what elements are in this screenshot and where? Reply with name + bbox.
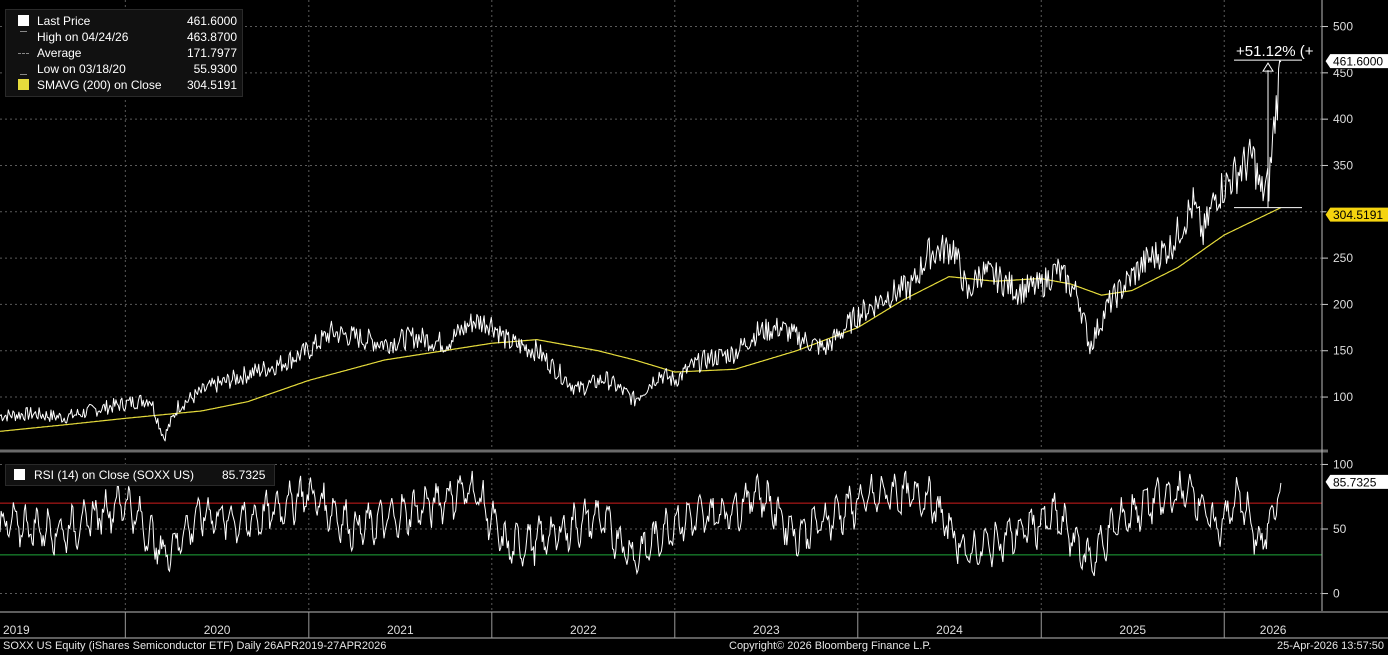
x-tick-label: 2026 [1260,623,1287,637]
yellow-square-icon [18,79,29,90]
last-price-tag-text: 461.6000 [1333,55,1383,69]
rsi-reference-lines [0,502,1322,556]
smavg-tag-bg [1324,206,1388,223]
price-series [0,60,1282,442]
white-square-icon [18,15,29,26]
footer-copyright: Copyright© 2026 Bloomberg Finance L.P. [729,640,932,652]
price-line [0,60,1282,442]
rsi-y-tick-label: 0 [1333,587,1340,601]
price-y-tick-label: 100 [1333,390,1353,404]
legend-row-smavg: SMAVG (200) on Close 304.5191 [6,77,242,93]
x-tick-label: 2022 [570,623,597,637]
annotation-arrow-head [1262,62,1274,72]
price-y-tick-label: 200 [1333,297,1353,311]
legend-label: Average [37,46,82,60]
rsi-tag-bg [1324,473,1388,490]
average-marker-icon [18,53,29,54]
x-tick-label: 2023 [753,623,780,637]
annotation-text: +51.12% (+ [1236,43,1314,60]
percent-change-annotation: +51.12% (+ [1234,43,1314,209]
rsi-y-tick-label: 100 [1333,457,1353,471]
price-y-tick-label: 150 [1333,344,1353,358]
footer-security-description: SOXX US Equity (iShares Semiconductor ET… [3,640,387,652]
price-y-tick-label: 400 [1333,112,1353,126]
legend-value: 461.6000 [186,14,237,28]
legend-row-average: Average 171.7977 [6,45,242,61]
price-y-tick-label: 450 [1333,66,1353,80]
legend-row-last-price: Last Price 461.6000 [6,13,242,29]
smavg-tag-text: 304.5191 [1333,208,1383,222]
high-marker-icon [20,31,27,43]
rsi-legend-value: 85.7325 [222,468,266,482]
low-marker-icon [20,63,27,75]
legend-label: Low on 03/18/20 [37,62,126,76]
x-tick-label: 2025 [1119,623,1146,637]
price-y-tick-label: 250 [1333,251,1353,265]
price-y-tick-label: 350 [1333,158,1353,172]
x-tick-label: 2024 [936,623,963,637]
white-square-icon [14,469,25,480]
legend-row-high: High on 04/24/26 463.8700 [6,29,242,45]
rsi-tag-text: 85.7325 [1333,475,1377,489]
rsi-legend-label: RSI (14) on Close (SOXX US) [34,468,195,482]
x-tick-label: 2020 [204,623,231,637]
x-tick-label: 2019 [3,623,30,637]
price-y-tick-label: 500 [1333,20,1353,34]
price-gridlines [0,0,1322,448]
rsi-series [0,470,1282,577]
legend-label: High on 04/24/26 [37,30,129,44]
legend-label: Last Price [37,14,91,28]
axes: 1001502002503003504004505000501002019202… [0,0,1388,639]
legend-value: 171.7977 [186,46,237,60]
last-price-tag-bg [1324,53,1388,70]
legend-value: 55.9300 [193,62,237,76]
legend-label: SMAVG (200) on Close [37,78,162,92]
rsi-y-tick-label: 50 [1333,522,1347,536]
rsi-line [0,470,1282,577]
legend-value: 463.8700 [186,30,237,44]
legend-value: 304.5191 [186,78,237,92]
x-tick-label: 2021 [387,623,414,637]
value-tags: 461.6000 304.5191 85.7325 [1324,53,1388,490]
rsi-legend: RSI (14) on Close (SOXX US) 85.7325 [5,464,275,486]
price-legend: Last Price 461.6000 High on 04/24/26 463… [5,9,243,97]
footer-timestamp: 25-Apr-2026 13:57:50 [1276,640,1384,652]
legend-row-low: Low on 03/18/20 55.9300 [6,61,242,77]
